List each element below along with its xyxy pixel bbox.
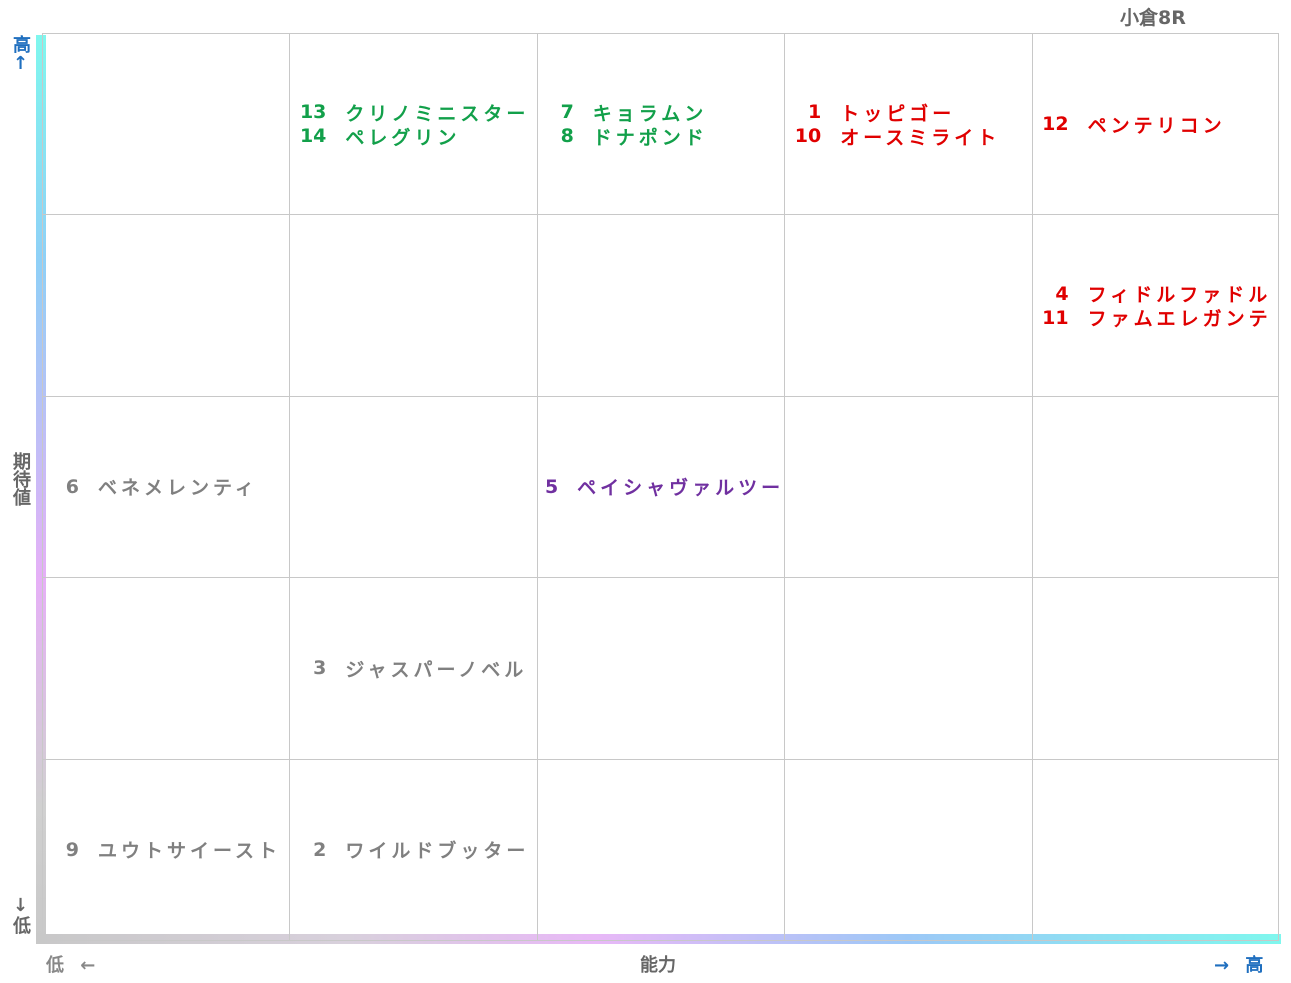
cell <box>42 215 290 397</box>
x-low-label: 低 ← <box>46 955 96 976</box>
horse-name: ペンテリコン <box>1087 114 1226 137</box>
cell: 6 ベネメレンティ <box>42 396 290 579</box>
cell: 9 ユウトサイースト <box>42 759 290 941</box>
cell <box>1031 759 1279 941</box>
horse-number: 13 <box>299 101 327 124</box>
cell <box>784 396 1032 579</box>
horse-entry: 1 トッピゴー <box>785 100 1031 125</box>
horse-name: オースミライト <box>840 126 1001 149</box>
horse-number: 8 <box>560 125 574 148</box>
horse-number: 5 <box>544 475 559 498</box>
horse-entry: 4 フィドルファドル <box>1033 282 1279 307</box>
cell <box>1031 578 1279 760</box>
horse-name: ワイルドブッター <box>345 840 530 863</box>
cell: 2 ワイルドブッター <box>289 759 537 941</box>
horse-entry: 14 ペレグリン <box>290 124 536 149</box>
horse-number: 3 <box>313 657 327 680</box>
horse-number: 7 <box>560 101 574 124</box>
horse-name: ジャスパーノベル <box>345 658 528 681</box>
horse-number: 12 <box>1042 113 1069 136</box>
horse-entry: 7 キョラムン <box>538 100 784 125</box>
y-axis-label: 期待値 <box>10 452 31 506</box>
horse-name: クリノミニスター <box>345 102 530 125</box>
horse-number: 9 <box>65 838 79 861</box>
cell <box>784 215 1032 397</box>
horse-entry: 2 ワイルドブッター <box>290 838 536 863</box>
horse-number: 2 <box>313 838 327 861</box>
horse-number: 4 <box>1055 282 1069 305</box>
x-axis-bar <box>36 934 1281 944</box>
horse-entry: 13 クリノミニスター <box>290 100 536 125</box>
cell: 1 トッピゴー 10 オースミライト <box>784 34 1032 216</box>
cell <box>42 578 290 760</box>
cell: 3 ジャスパーノベル <box>289 578 537 760</box>
horse-name: キョラムン <box>592 102 708 125</box>
cell: 4 フィドルファドル 11 ファムエレガンテ <box>1031 215 1279 397</box>
horse-name: トッピゴー <box>840 102 956 125</box>
horse-number: 10 <box>794 125 822 148</box>
horse-name: ユウトサイースト <box>98 840 282 863</box>
y-high-label: 高↑ <box>10 35 31 74</box>
horse-entry: 9 ユウトサイースト <box>43 838 289 863</box>
horse-entry: 12 ペンテリコン <box>1033 112 1279 137</box>
cell: 5 ペイシャヴァルツー <box>536 396 785 579</box>
grid: 13 クリノミニスター 14 ペレグリン 7 キョラムン 8 ドナポンド 1 トッピゴー 10 オース… <box>42 33 1279 941</box>
horse-name: ファムエレガンテ <box>1087 308 1272 331</box>
horse-entry: 11 ファムエレガンテ <box>1033 306 1279 331</box>
horse-name: ペレグリン <box>345 126 461 149</box>
horse-entry: 3 ジャスパーノベル <box>290 656 536 681</box>
cell: 12 ペンテリコン <box>1031 34 1279 216</box>
y-low-label: ↓低 <box>10 895 31 934</box>
horse-entry: 5 ペイシャヴァルツー <box>538 475 785 500</box>
horse-entry: 6 ベネメレンティ <box>43 475 289 500</box>
cell <box>784 578 1032 760</box>
cell <box>784 759 1032 941</box>
cell <box>42 34 290 216</box>
cell <box>1031 396 1279 579</box>
cell <box>536 759 785 941</box>
cell <box>536 215 785 397</box>
title: 小倉8R <box>1120 7 1186 29</box>
y-axis-bar <box>36 35 46 943</box>
cell <box>289 396 537 579</box>
horse-name: フィドルファドル <box>1087 284 1272 307</box>
horse-entry: 8 ドナポンド <box>538 124 784 149</box>
x-high-label: → 高 <box>1214 955 1264 976</box>
horse-number: 11 <box>1042 306 1069 329</box>
horse-name: ドナポンド <box>592 126 708 149</box>
x-axis-label: 能力 <box>640 955 676 976</box>
horse-number: 1 <box>807 101 822 124</box>
cell <box>289 215 537 397</box>
horse-entry: 10 オースミライト <box>785 124 1031 149</box>
horse-number: 14 <box>299 125 327 148</box>
horse-name: ベネメレンティ <box>98 477 258 500</box>
horse-number: 6 <box>65 475 79 498</box>
cell: 7 キョラムン 8 ドナポンド <box>536 34 785 216</box>
cell: 13 クリノミニスター 14 ペレグリン <box>289 34 537 216</box>
cell <box>536 578 785 760</box>
horse-name: ペイシャヴァルツー <box>577 477 785 500</box>
